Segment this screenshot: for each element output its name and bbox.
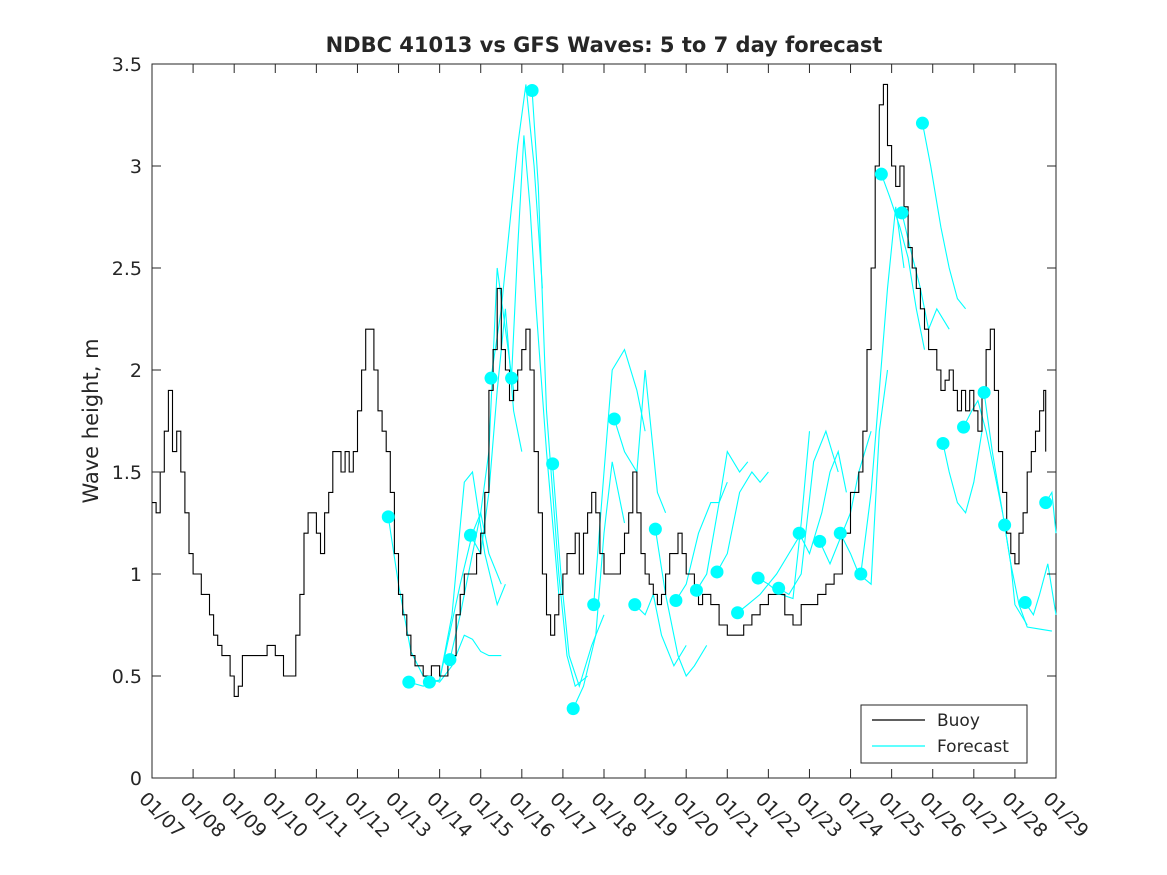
forecast-start-marker-2 — [422, 675, 436, 689]
forecast-start-marker-24 — [874, 167, 888, 181]
forecast-line-31 — [1024, 563, 1057, 617]
forecast-start-marker-25 — [895, 206, 909, 220]
forecast-line-9 — [572, 461, 626, 709]
forecast-start-marker-26 — [915, 116, 929, 130]
forecast-start-marker-5 — [484, 371, 498, 385]
forecast-start-marker-1 — [402, 675, 416, 689]
forecast-start-marker-18 — [751, 571, 765, 585]
forecast-start-marker-6 — [505, 371, 519, 385]
forecast-start-marker-10 — [587, 598, 601, 612]
forecast-start-marker-20 — [792, 526, 806, 540]
forecast-start-marker-23 — [854, 567, 868, 581]
forecast-start-marker-22 — [833, 526, 847, 540]
forecast-start-marker-0 — [381, 510, 395, 524]
forecast-start-marker-3 — [443, 653, 457, 667]
y-tick-label: 2 — [130, 360, 142, 382]
legend: Buoy Forecast — [860, 704, 1028, 764]
forecast-line-14 — [675, 481, 728, 601]
forecast-start-marker-19 — [772, 581, 786, 595]
y-tick-label: 2.5 — [112, 258, 142, 280]
forecast-start-marker-13 — [648, 522, 662, 536]
legend-buoy-label: Buoy — [937, 711, 980, 731]
buoy-line — [152, 83, 1047, 697]
data-layer — [152, 83, 1057, 716]
forecast-start-marker-29 — [977, 385, 991, 399]
chart-title: NDBC 41013 vs GFS Waves: 5 to 7 day fore… — [326, 33, 883, 57]
forecast-start-marker-11 — [607, 412, 621, 426]
y-tick-label: 1 — [130, 564, 142, 586]
forecast-start-marker-12 — [628, 598, 642, 612]
forecast-line-24 — [880, 174, 926, 350]
forecast-start-marker-28 — [957, 420, 971, 434]
forecast-start-marker-17 — [731, 606, 745, 620]
forecast-line-6 — [510, 135, 560, 595]
y-tick-label: 1.5 — [112, 462, 142, 484]
y-axis-label: Wave height, m — [79, 338, 103, 503]
y-tick-label: 0.5 — [112, 666, 142, 688]
forecast-start-marker-16 — [710, 565, 724, 579]
forecast-line-20 — [798, 449, 847, 556]
forecast-line-19 — [778, 429, 839, 596]
forecast-line-11 — [613, 369, 667, 514]
forecast-line-8 — [552, 463, 605, 689]
forecast-start-marker-30 — [998, 518, 1012, 532]
y-tick-label: 3 — [130, 156, 142, 178]
y-tick-label: 0 — [130, 768, 142, 790]
forecast-start-marker-32 — [1039, 496, 1053, 510]
forecast-line-18 — [757, 431, 811, 600]
forecast-line-22 — [839, 369, 889, 586]
forecast-start-marker-15 — [689, 583, 703, 597]
forecast-line-12 — [634, 592, 687, 668]
forecast-start-marker-8 — [546, 457, 560, 471]
forecast-start-marker-9 — [566, 702, 580, 716]
forecast-start-marker-21 — [813, 534, 827, 548]
forecast-start-marker-31 — [1018, 596, 1032, 610]
plot-area — [151, 63, 1057, 779]
legend-box — [860, 704, 1028, 764]
forecast-line-7 — [531, 90, 588, 688]
forecast-line-10 — [593, 348, 646, 605]
forecast-start-marker-14 — [669, 594, 683, 608]
forecast-line-26 — [921, 123, 967, 310]
forecast-line-21 — [819, 431, 872, 566]
forecast-line-27 — [942, 431, 983, 514]
forecast-line-13 — [654, 529, 708, 678]
y-tick-label: 3.5 — [112, 54, 142, 76]
forecast-start-marker-4 — [463, 528, 477, 542]
forecast-start-marker-7 — [525, 84, 539, 98]
forecast-line-15 — [696, 450, 749, 591]
legend-forecast-label: Forecast — [937, 737, 1009, 757]
forecast-line-2 — [429, 470, 506, 683]
forecast-line-16 — [716, 471, 769, 573]
forecast-start-marker-27 — [936, 436, 950, 450]
forecast-line-30 — [1004, 524, 1052, 632]
